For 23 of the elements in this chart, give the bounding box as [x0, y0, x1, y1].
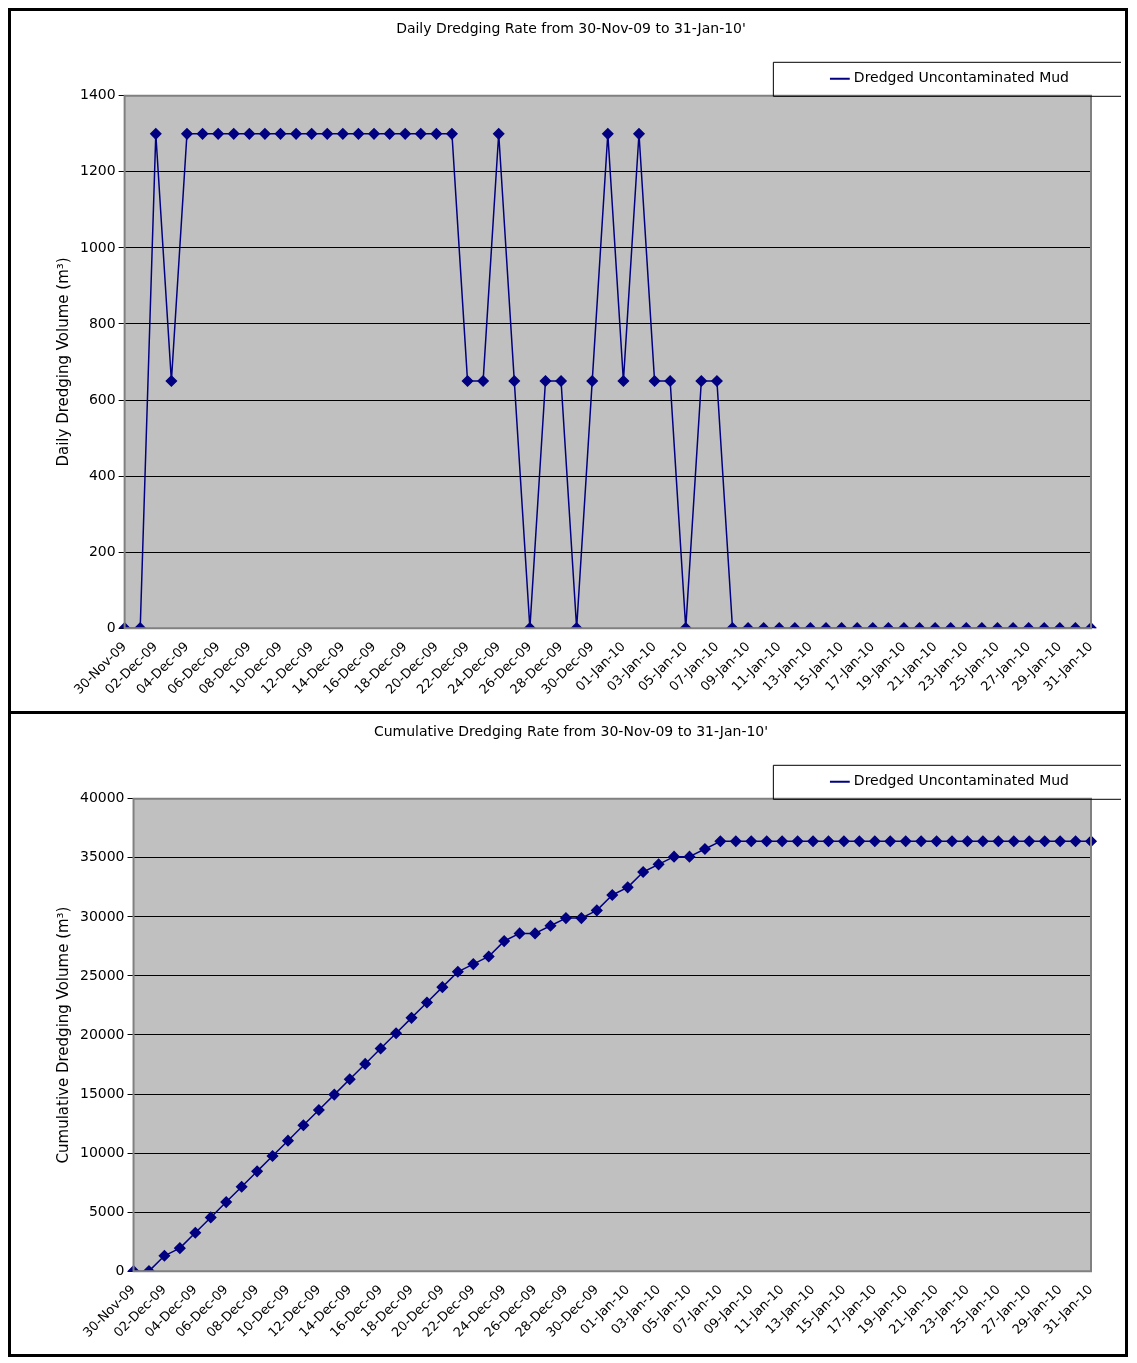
y-tick-label: 400: [88, 466, 116, 483]
y-tick-label: 10000: [79, 1143, 125, 1160]
y-axis-title: Daily Dredging Volume (m³): [53, 257, 72, 467]
y-tick-label: 5000: [88, 1202, 125, 1219]
y-tick-label: 1400: [79, 86, 116, 103]
y-tick-label: 0: [106, 618, 116, 635]
y-tick-label: 35000: [79, 848, 125, 865]
y-tick-label: 1200: [79, 162, 116, 179]
y-tick-label: 0: [115, 1261, 125, 1278]
y-axis-title: Cumulative Dredging Volume (m³): [53, 906, 72, 1164]
chart-title: Daily Dredging Rate from 30-Nov-09 to 31-Jan-10': [396, 20, 746, 37]
legend-label: Dredged Uncontaminated Mud: [853, 772, 1070, 789]
y-tick-label: 40000: [79, 789, 125, 806]
y-tick-label: 200: [88, 542, 116, 559]
y-tick-label: 1000: [79, 238, 116, 255]
chart-title: Cumulative Dredging Rate from 30-Nov-09 to 31-Jan-10': [373, 723, 769, 740]
y-tick-label: 15000: [79, 1084, 125, 1101]
y-tick-label: 600: [88, 390, 116, 407]
y-tick-label: 800: [88, 314, 116, 331]
y-tick-label: 30000: [79, 907, 125, 924]
y-tick-label: 20000: [79, 1025, 125, 1042]
y-tick-label: 25000: [79, 966, 125, 983]
legend-label: Dredged Uncontaminated Mud: [853, 69, 1070, 86]
